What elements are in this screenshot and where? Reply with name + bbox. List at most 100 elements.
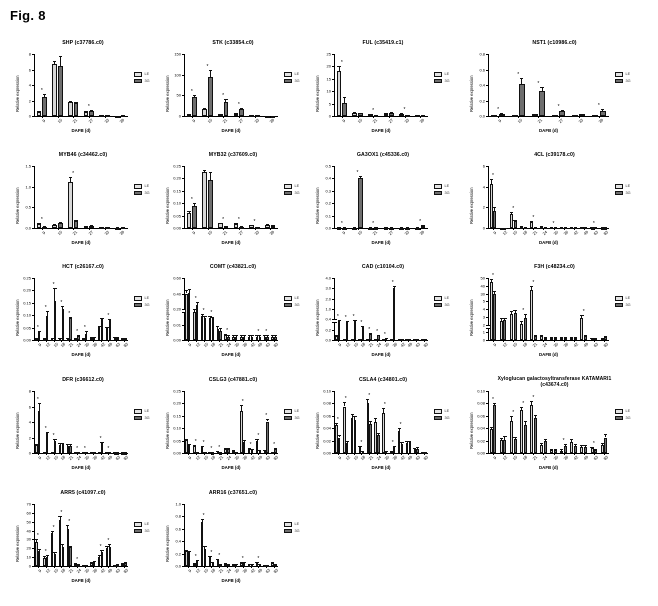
bar xyxy=(77,564,80,567)
x-axis-label: DAFB (d) xyxy=(538,128,559,133)
significance-asterisk: * xyxy=(265,329,268,336)
bar xyxy=(66,528,69,566)
error-cap xyxy=(84,564,88,566)
bar xyxy=(352,112,358,116)
bar xyxy=(420,226,426,229)
plot-area: 0 1 2 3 4 5 30 40 50 9 * 12 15 18 * 21 * 24 30 36 42 49 * 63 83 xyxy=(481,274,610,349)
bar xyxy=(53,300,57,340)
y-tick xyxy=(486,415,488,417)
x-tick xyxy=(242,566,244,568)
y-axis-label: Relative expression xyxy=(15,187,20,224)
error-cap xyxy=(224,225,228,227)
legend-swatch-le xyxy=(284,409,292,414)
significance-asterisk: * xyxy=(194,296,197,303)
x-tick-label: 21 xyxy=(536,117,544,125)
x-tick-label: 63 xyxy=(592,341,599,349)
y-tick-label: 30 xyxy=(480,291,485,296)
x-tick xyxy=(73,116,75,118)
x-tick xyxy=(573,340,575,342)
error-cap xyxy=(43,93,47,95)
bar xyxy=(519,323,523,340)
bar xyxy=(390,451,393,454)
bar xyxy=(188,445,191,453)
error-bar xyxy=(220,327,222,331)
x-axis-label: DAFB (d) xyxy=(221,465,241,470)
significance-asterisk: * xyxy=(44,549,47,556)
error-cap xyxy=(604,335,608,337)
error-cap xyxy=(353,320,357,322)
x-tick xyxy=(337,453,339,455)
x-tick xyxy=(250,340,252,342)
bar xyxy=(255,440,259,453)
error-cap xyxy=(90,110,94,112)
bar xyxy=(489,183,493,228)
x-tick-label: 30 xyxy=(233,454,241,462)
x-axis xyxy=(184,340,278,341)
significance-asterisk: * xyxy=(52,433,55,440)
error-cap xyxy=(219,564,223,566)
bar xyxy=(258,564,261,567)
y-tick-label: 5 xyxy=(328,101,331,107)
bar xyxy=(353,420,357,453)
bar xyxy=(211,318,214,340)
x-axis xyxy=(488,228,609,229)
chart-panel: STK (c33854.c0) 0 50 100 150 9 * 15 * 21 * 27 * 33 39 R… xyxy=(158,38,308,150)
error-cap xyxy=(105,326,109,328)
error-cap xyxy=(81,451,86,453)
bar xyxy=(258,450,261,453)
bar xyxy=(57,223,63,228)
y-tick xyxy=(332,228,334,229)
x-tick-label: 63 xyxy=(592,454,599,462)
error-cap xyxy=(368,113,372,115)
error-bar xyxy=(209,172,211,181)
legend-label: 3G xyxy=(144,302,150,307)
legend: LE 3G xyxy=(284,184,300,197)
error-cap xyxy=(563,336,568,338)
error-cap xyxy=(405,114,409,116)
y-tick-label: 0 xyxy=(28,113,31,119)
x-tick xyxy=(493,228,495,230)
error-cap xyxy=(76,563,81,565)
bar xyxy=(540,444,544,453)
y-tick xyxy=(182,391,184,392)
y-axis xyxy=(488,166,489,228)
error-cap xyxy=(405,339,409,341)
x-tick xyxy=(388,116,390,118)
x-axis xyxy=(488,453,609,454)
bar xyxy=(85,333,88,340)
bar xyxy=(338,321,341,340)
x-tick xyxy=(187,453,189,455)
x-tick xyxy=(53,453,55,455)
error-cap xyxy=(234,112,238,114)
error-cap xyxy=(408,440,412,442)
x-tick xyxy=(603,340,605,342)
y-axis-label: Relative expression xyxy=(165,525,170,562)
error-cap xyxy=(234,564,238,566)
y-tick-label: 1 xyxy=(482,329,485,335)
bar xyxy=(570,441,574,453)
error-cap xyxy=(540,226,544,228)
error-bar xyxy=(67,525,69,529)
error-cap xyxy=(255,115,259,117)
significance-asterisk: * xyxy=(72,171,75,178)
bar xyxy=(113,337,116,340)
error-cap xyxy=(421,451,425,453)
bar xyxy=(73,220,79,228)
error-cap xyxy=(334,335,339,337)
error-cap xyxy=(74,563,78,565)
x-tick-label: 42 xyxy=(99,341,106,349)
error-cap xyxy=(121,338,125,340)
error-cap xyxy=(231,450,236,452)
chart-panel: SHP (c37786.c0) 0 2 4 6 8 9 * 15 21 27 * 33 39 Relativ… xyxy=(8,38,158,150)
x-tick-label: 33 xyxy=(402,229,410,237)
bar xyxy=(274,449,277,453)
error-cap xyxy=(50,530,54,532)
x-tick xyxy=(45,566,47,568)
y-tick xyxy=(486,100,488,102)
bar xyxy=(258,336,261,340)
x-tick-label: 15 xyxy=(511,341,519,349)
x-tick xyxy=(377,340,379,342)
y-tick-label: 0.02 xyxy=(477,438,485,444)
x-axis xyxy=(34,116,128,117)
x-tick xyxy=(250,453,252,455)
